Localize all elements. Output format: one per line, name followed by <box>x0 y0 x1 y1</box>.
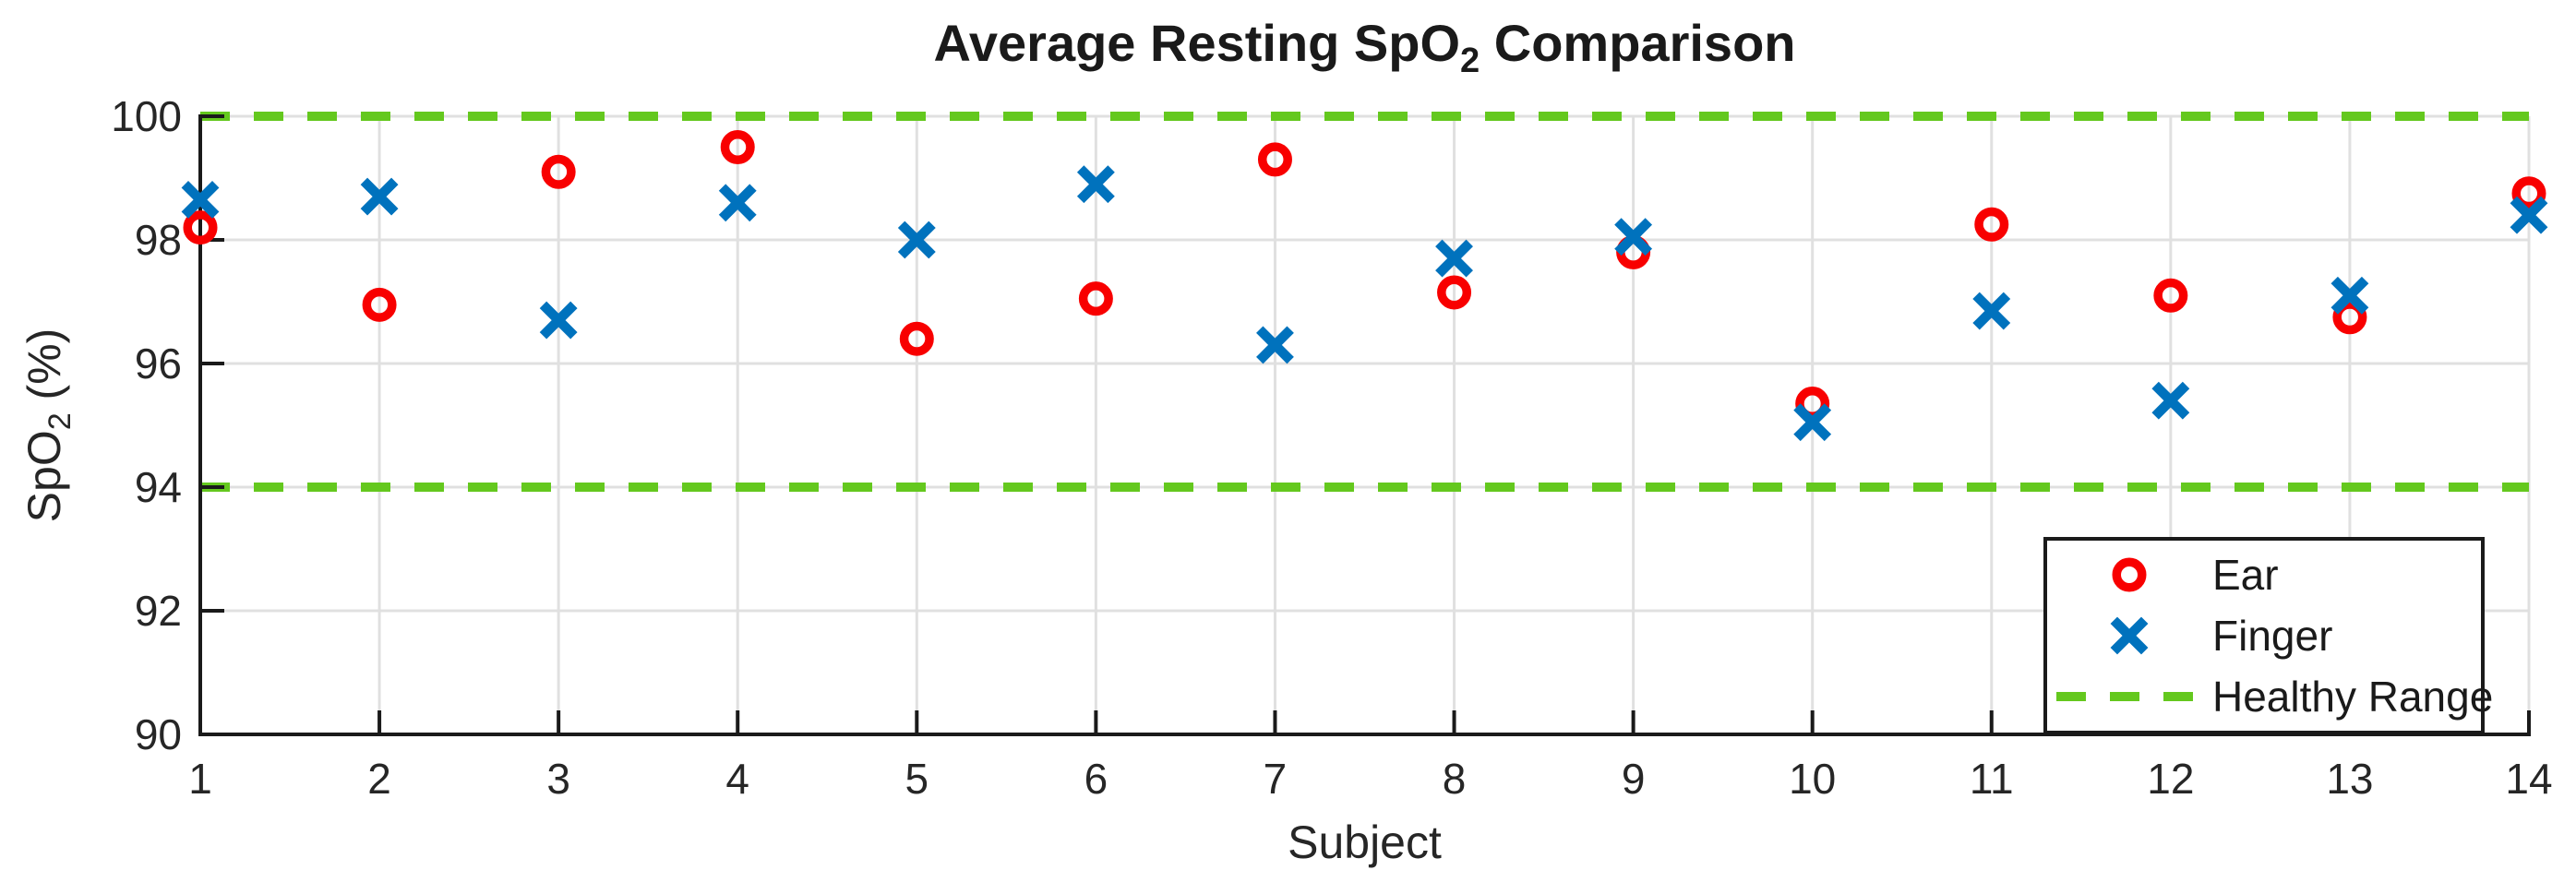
legend-dash-sample <box>2056 692 2202 701</box>
legend-x-sample <box>2110 616 2149 655</box>
x-tick-label: 9 <box>1622 755 1646 803</box>
legend-item-healthy-range: Healthy Range <box>2047 666 2493 727</box>
legend-label: Ear <box>2212 551 2279 599</box>
finger-marker <box>1793 403 1832 442</box>
finger-marker <box>2510 196 2548 234</box>
x-tick-label: 10 <box>1789 755 1836 803</box>
ear-marker <box>899 321 934 356</box>
chart-title: Average Resting SpO2 Comparison <box>200 13 2529 81</box>
y-tick-label: 90 <box>135 710 182 758</box>
ear-marker <box>1078 281 1113 316</box>
finger-marker <box>539 301 578 340</box>
finger-marker <box>897 221 936 259</box>
finger-marker <box>360 177 399 216</box>
finger-marker <box>1435 239 1473 278</box>
ear-marker <box>1257 142 1292 177</box>
y-tick-label: 92 <box>135 587 182 635</box>
finger-marker <box>1614 218 1653 256</box>
x-tick-label: 6 <box>1084 755 1108 803</box>
legend-item-ear: Ear <box>2047 544 2481 605</box>
finger-marker <box>718 184 757 222</box>
ear-marker <box>183 210 218 245</box>
ear-marker <box>2332 300 2367 335</box>
x-tick-label: 7 <box>1264 755 1288 803</box>
chart-title-suffix: Comparison <box>1480 14 1796 72</box>
finger-marker <box>2330 276 2369 315</box>
finger-marker <box>1076 165 1115 204</box>
x-tick-label: 8 <box>1443 755 1467 803</box>
y-tick-label: 96 <box>135 340 182 387</box>
x-tick-label: 4 <box>725 755 749 803</box>
ear-marker <box>1437 275 1472 310</box>
y-tick-label: 100 <box>111 92 182 140</box>
ear-marker <box>2511 176 2546 211</box>
ear-marker <box>362 287 397 322</box>
legend-circle-sample <box>2112 557 2147 592</box>
x-tick-label: 2 <box>367 755 391 803</box>
y-tick-label: 98 <box>135 216 182 264</box>
legend-label: Healthy Range <box>2212 673 2494 721</box>
x-tick-label: 1 <box>188 755 212 803</box>
legend: Ear Finger Healthy Range <box>2043 537 2493 734</box>
finger-marker <box>1972 292 2011 330</box>
ear-marker <box>720 130 755 164</box>
x-tick-label: 5 <box>905 755 929 803</box>
chart-title-subscript: 2 <box>1460 42 1480 81</box>
x-tick-label: 3 <box>546 755 570 803</box>
finger-marker <box>181 181 220 219</box>
x-tick-label: 11 <box>1970 755 2014 803</box>
chart-title-text: Average Resting SpO <box>933 14 1461 72</box>
x-tick-label: 12 <box>2147 755 2194 803</box>
ear-marker <box>541 154 576 189</box>
legend-label: Finger <box>2212 612 2333 660</box>
ear-marker <box>1974 207 2009 242</box>
x-tick-label: 13 <box>2326 755 2373 803</box>
legend-item-finger: Finger <box>2047 605 2481 666</box>
y-tick-label: 94 <box>135 463 182 511</box>
x-tick-label: 14 <box>2505 755 2552 803</box>
x-axis-label: Subject <box>1288 817 1442 868</box>
ear-marker <box>2153 278 2188 313</box>
finger-marker <box>2151 381 2190 420</box>
finger-marker <box>1256 326 1294 364</box>
